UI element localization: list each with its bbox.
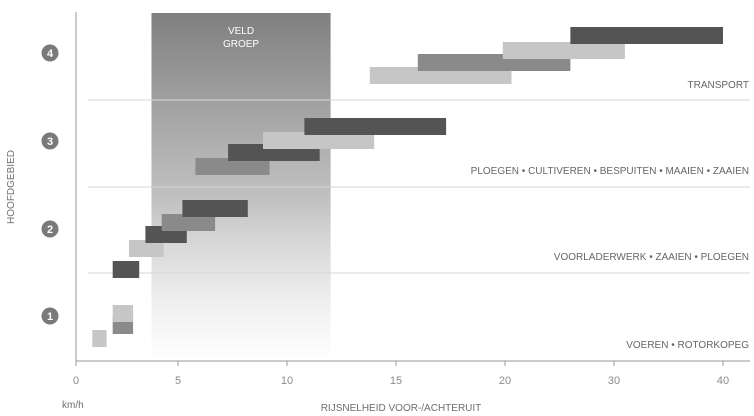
category-label-4: TRANSPORT (688, 80, 750, 91)
y-tick-label: 2 (47, 224, 53, 236)
range-bar-1-3 (112, 305, 134, 322)
x-tick-label: 5 (175, 375, 181, 387)
category-label-3: PLOEGEN • CULTIVEREN • BESPUITEN • MAAIE… (471, 166, 749, 177)
x-tick-label: 30 (608, 375, 620, 387)
range-bar-4-1 (369, 67, 512, 84)
range-bar-3-4 (304, 118, 447, 135)
x-axis-unit: km/h (62, 400, 84, 411)
range-bar-2-3 (161, 214, 216, 231)
y-tick-label: 3 (47, 136, 53, 148)
y-tick-badge (41, 220, 59, 238)
veld-groep-zone (151, 13, 331, 355)
zone-label-line2: GROEP (223, 39, 259, 50)
x-tick-label: 15 (390, 375, 402, 387)
range-bar-4-4 (570, 27, 723, 44)
range-bar-1-4 (112, 261, 140, 278)
range-bar-4-3 (502, 42, 625, 59)
y-tick-label: 1 (47, 311, 53, 323)
range-bar-3-1 (195, 158, 270, 175)
category-label-1: VOEREN • ROTORKOPEG (626, 340, 749, 351)
x-tick-label: 10 (281, 375, 293, 387)
y-tick-badge (41, 132, 59, 150)
x-tick-label: 0 (73, 375, 79, 387)
x-axis-label: RIJSNELHEID VOOR-/ACHTERUIT (321, 403, 482, 414)
range-bar-1-1 (92, 330, 107, 347)
x-tick-label: 40 (717, 375, 729, 387)
y-tick-label: 4 (47, 48, 54, 60)
y-tick-badge (41, 44, 59, 62)
y-tick-badge (41, 307, 59, 325)
zone-label-line1: VELD (228, 26, 254, 37)
range-bar-2-1 (129, 240, 164, 257)
y-axis-label: HOOFDGEBIED (6, 150, 17, 224)
range-bar-3-3 (263, 132, 375, 149)
category-label-2: VOORLADERWERK • ZAAIEN • PLOEGEN (554, 252, 749, 263)
range-bar-2-4 (182, 200, 248, 217)
x-tick-label: 20 (499, 375, 511, 387)
